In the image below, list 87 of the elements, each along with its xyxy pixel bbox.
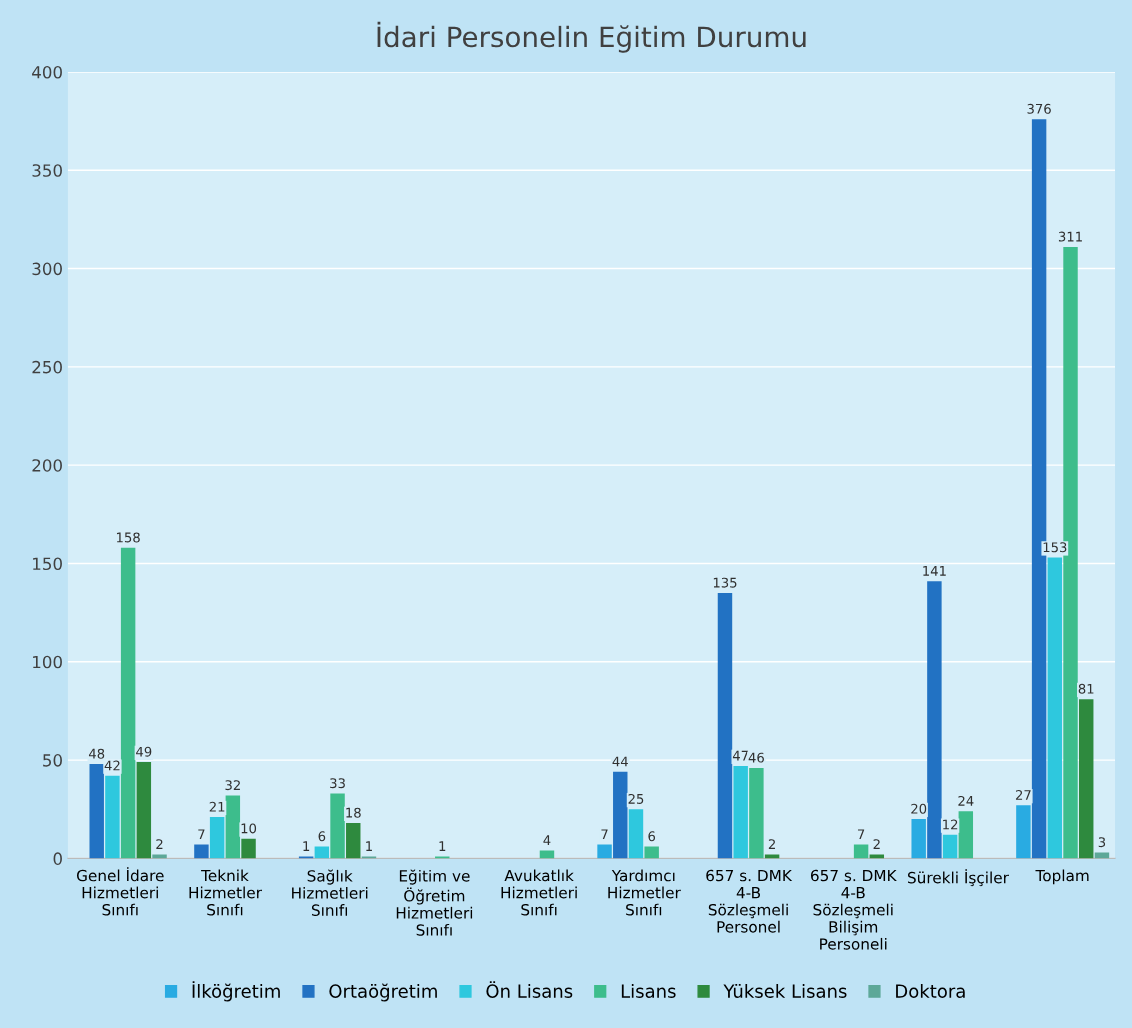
x-tick-label: Toplam <box>1035 869 1089 885</box>
bar <box>749 767 764 859</box>
bar <box>1047 557 1063 859</box>
bar <box>1079 699 1094 859</box>
x-tick-label: 657 s. DMK 4-B Sözleşmeli Personel <box>706 869 793 933</box>
data-label: 46 <box>748 752 764 763</box>
chart-title: İdari Personelin Eğitim Durumu <box>377 21 806 53</box>
data-label: 4 <box>543 835 551 845</box>
data-label: 42 <box>104 760 120 771</box>
bar <box>613 771 628 859</box>
data-label: 25 <box>628 793 644 804</box>
bar <box>89 764 104 859</box>
data-label: 135 <box>713 577 737 588</box>
data-label: 311 <box>1058 231 1082 242</box>
data-label: 21 <box>209 801 225 812</box>
y-tick-label: 0 <box>53 852 62 865</box>
legend-label: Yüksek Lisans <box>723 984 847 998</box>
bar <box>853 844 869 859</box>
y-tick-label: 250 <box>32 360 62 374</box>
data-label: 32 <box>225 780 240 791</box>
data-label: 10 <box>241 823 257 834</box>
x-tick-label: Genel İdare Hizmetleri Sınıfı <box>76 867 164 916</box>
legend-label: Ön Lisans <box>486 981 573 998</box>
y-tick-label: 50 <box>43 754 62 767</box>
data-label: 33 <box>330 778 345 789</box>
data-label: 24 <box>958 795 974 806</box>
bar <box>1016 805 1031 859</box>
bar <box>314 846 330 859</box>
data-label: 1 <box>439 841 446 851</box>
data-label: 27 <box>1015 789 1031 800</box>
bar <box>717 592 733 859</box>
data-label: 2 <box>768 839 775 849</box>
bar <box>209 817 225 859</box>
y-tick-label: 350 <box>32 164 62 177</box>
bar <box>136 762 152 859</box>
data-label: 1 <box>303 841 310 851</box>
bar <box>628 809 644 859</box>
y-tick-label: 400 <box>32 65 62 79</box>
data-label: 7 <box>198 829 205 840</box>
x-tick-label: Sağlık Hizmetleri Sınıfı <box>292 869 368 916</box>
data-label: 141 <box>923 566 946 576</box>
x-tick-label: Teknik Hizmetler Sınıfı <box>189 869 262 916</box>
bar <box>330 793 345 859</box>
data-label: 2 <box>156 839 163 849</box>
data-label: 48 <box>88 748 105 759</box>
bar <box>942 834 958 859</box>
data-label: 158 <box>116 532 140 543</box>
data-label: 376 <box>1027 103 1051 114</box>
data-label: 1 <box>366 841 372 851</box>
bar <box>346 822 361 859</box>
data-label: 12 <box>943 819 958 830</box>
bar <box>1094 852 1110 859</box>
y-tick-label: 150 <box>33 557 62 571</box>
legend-label: Ortaöğretim <box>329 983 437 1002</box>
legend-label: İlköğretim <box>192 981 280 1002</box>
data-label: 47 <box>732 750 748 761</box>
data-label: 2 <box>873 839 880 849</box>
data-label: 6 <box>318 831 326 842</box>
bar <box>120 547 136 859</box>
y-tick-label: 300 <box>32 262 62 276</box>
x-tick-label: Sürekli İşçiler <box>907 869 1009 887</box>
data-label: 3 <box>1098 837 1106 848</box>
data-label: 7 <box>857 829 865 840</box>
y-tick-label: 100 <box>33 655 62 669</box>
bar <box>597 844 612 859</box>
data-label: 44 <box>612 756 628 767</box>
bar <box>241 838 256 859</box>
data-label: 49 <box>136 746 152 757</box>
legend-label: Doktora <box>896 984 965 998</box>
bar <box>644 846 659 859</box>
legend-label: Lisans <box>621 984 676 998</box>
x-tick-label: Eğitim ve Öğretim Hizmetleri Sınıfı <box>396 869 473 936</box>
y-tick-label: 200 <box>32 459 62 472</box>
data-label: 6 <box>648 831 656 842</box>
x-tick-label: 657 s. DMK 4-B Sözleşmeli Bilişim Personeli <box>810 869 897 950</box>
x-tick-label: Avukatlık Hizmetleri Sınıfı <box>501 869 577 916</box>
bar <box>105 775 120 859</box>
bar <box>225 795 241 859</box>
data-label: 18 <box>346 807 361 818</box>
data-label: 20 <box>911 803 927 814</box>
bar <box>194 844 209 859</box>
x-tick-label: Yardımcı Hizmetler Sınıfı <box>608 869 681 916</box>
data-label: 7 <box>601 829 608 840</box>
data-label: 153 <box>1043 542 1067 553</box>
data-label: 81 <box>1078 683 1094 694</box>
bar <box>733 765 748 859</box>
bar <box>911 819 926 859</box>
